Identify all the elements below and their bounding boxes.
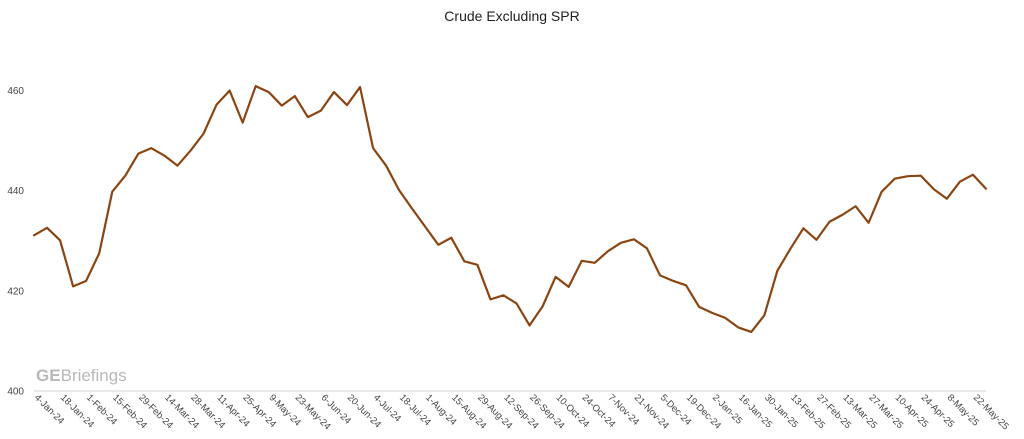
y-tick-label: 440: [7, 186, 24, 197]
watermark-bold: GE: [36, 366, 61, 385]
y-axis: 400 420 440 460: [7, 86, 24, 397]
y-tick-label: 400: [7, 387, 24, 398]
watermark: GEBriefings: [36, 366, 127, 385]
y-tick-label: 420: [7, 286, 24, 297]
series-line: [32, 84, 988, 334]
x-tick-label: 22-May-25: [971, 392, 1011, 432]
chart-title: Crude Excluding SPR: [444, 8, 580, 24]
y-tick-label: 460: [7, 86, 24, 97]
x-axis: 4-Jan-2418-Jan-241-Feb-2415-Feb-2429-Feb…: [32, 392, 1011, 432]
watermark-rest: Briefings: [61, 366, 127, 385]
